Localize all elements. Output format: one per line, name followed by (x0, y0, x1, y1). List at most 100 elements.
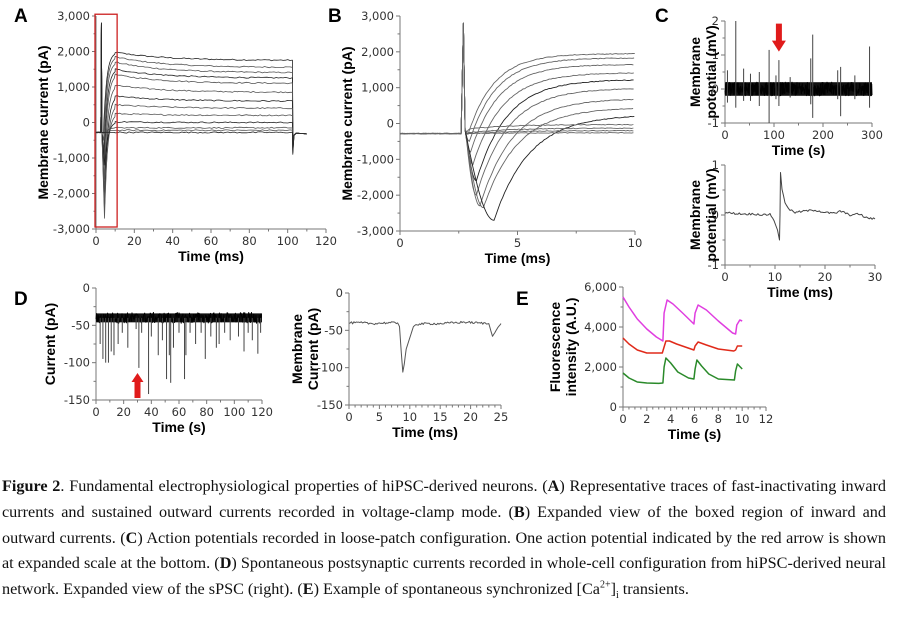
x-tick-label: 10 (735, 412, 750, 426)
x-tick-label: 40 (165, 234, 180, 248)
chart-panel-d-right: 0 5 10 15 20 25 -150 -100 -50 0 Time (ms) Membrane C… (289, 286, 508, 440)
x-tick-label: 300 (861, 128, 883, 142)
x-tick-label: 8 (715, 412, 722, 426)
y-tick-label: -1,000 (53, 151, 90, 165)
x-tick-label: 100 (763, 128, 785, 142)
y-tick-label: -1 (708, 116, 719, 130)
y-tick-label: -2,000 (53, 187, 90, 201)
current-trace (96, 22, 307, 209)
x-tick-label: 40 (144, 405, 159, 419)
x-tick-label: 10 (628, 236, 643, 250)
y-tick-label: 2 (712, 14, 719, 28)
caption-text: ) Representative traces of fast-inactiva… (2, 477, 887, 521)
y-tick-label: 2,000 (57, 45, 90, 59)
x-tick-label: 60 (204, 234, 219, 248)
current-trace (95, 22, 307, 205)
caption-text: ) Expanded view of the boxed region of i… (2, 502, 886, 547)
y-tick-label: -100 (64, 356, 90, 370)
x-tick-label: 0 (92, 234, 99, 248)
caption-text: ) Example of spontaneous synchronized [C… (313, 580, 600, 599)
y-tick-label: 1 (712, 48, 719, 62)
current-trace (95, 22, 307, 219)
y-axis-title: Current (pA) (42, 303, 58, 385)
x-tick-label: 10 (768, 270, 783, 284)
current-trace (95, 22, 307, 155)
caption-panel-ref: A (547, 477, 560, 495)
y-axis-title-line1: Membrane (289, 314, 305, 384)
y-tick-label: -150 (64, 393, 90, 407)
y-axis-title-line1: Membrane (687, 37, 703, 107)
caption-panel-ref: C (125, 528, 138, 547)
x-axis-title: Time (ms) (485, 250, 551, 266)
chart-panel-b: 0 5 10 -3,000 -2,000 -1,000 0 1,000 2,000 3,000 Ti… (328, 6, 642, 266)
y-tick-label: 0 (83, 281, 90, 295)
fluorescence-trace-red (622, 337, 743, 354)
y-tick-label: -150 (317, 398, 343, 412)
x-tick-label: 0 (619, 412, 626, 426)
current-trace (95, 22, 307, 136)
x-tick-label: 0 (396, 236, 403, 250)
caption-panel-ref: E (302, 580, 314, 599)
y-tick-label: 0 (387, 117, 394, 131)
x-tick-label: 12 (759, 412, 774, 426)
y-tick-label: 0 (83, 116, 90, 130)
current-trace (399, 22, 634, 135)
y-tick-label: -2,000 (357, 188, 394, 202)
current-trace (399, 22, 634, 135)
chart-panel-d-left: 0 20 40 60 80 100 120 -150 -100 -50 0 Time (s) Curre… (14, 281, 273, 435)
current-trace (95, 312, 262, 324)
x-tick-label: 20 (116, 405, 131, 419)
y-tick-label: 0 (712, 82, 719, 96)
panel-label: E (516, 289, 529, 310)
y-tick-label: -50 (324, 323, 343, 337)
x-tick-label: 200 (812, 128, 834, 142)
x-axis-title: Time (s) (772, 142, 825, 158)
x-tick-label: 0 (92, 405, 99, 419)
current-trace (95, 22, 307, 166)
caption-text: ] (610, 580, 616, 599)
x-tick-label: 0 (345, 410, 352, 424)
caption-body: . Fundamental electrophysiological prope… (2, 477, 887, 602)
x-tick-label: 6 (691, 412, 698, 426)
fluorescence-trace-magenta (622, 296, 743, 342)
caption-text: ) Spontaneous postsynaptic currents reco… (2, 554, 886, 599)
panel-label: B (328, 6, 342, 27)
y-tick-label: 4,000 (584, 320, 617, 334)
figure-2-panels: 0 20 40 60 80 100 120-3,000-2,000-1,00001,0002… (14, 6, 883, 442)
x-axis-title: Time (ms) (392, 424, 458, 440)
caption-subscript: i (615, 590, 619, 602)
panel-label: A (14, 6, 28, 27)
x-tick-label: 5 (376, 410, 383, 424)
x-tick-label: 20 (818, 270, 833, 284)
y-tick-label: 1 (712, 158, 719, 172)
current-trace (96, 22, 307, 180)
membrane-potential-trace (724, 81, 873, 97)
y-tick-label: -100 (317, 361, 343, 375)
y-axis-title-line2: potential (mV) (703, 25, 719, 118)
boxed-region-annotation (94, 13, 118, 228)
y-tick-label: -3,000 (53, 222, 90, 236)
y-tick-label: 2,000 (361, 45, 394, 59)
x-tick-label: 15 (433, 410, 448, 424)
y-tick-label: 1,000 (57, 80, 90, 94)
x-tick-label: 0 (721, 270, 728, 284)
y-tick-label: 2,000 (584, 360, 617, 374)
y-tick-label: -50 (71, 318, 90, 332)
x-tick-label: 80 (242, 234, 257, 248)
current-trace (399, 22, 634, 207)
caption-text: . Fundamental electrophysiological prope… (60, 477, 548, 495)
current-trace (399, 22, 634, 135)
current-trace (399, 22, 634, 166)
y-axis-title-line2: potential (mV) (703, 168, 719, 261)
panel-label: D (14, 289, 28, 310)
figure-caption: Figure 2. Fundamental electrophysiologic… (2, 474, 886, 603)
current-trace (399, 22, 635, 142)
x-tick-label: 5 (514, 236, 521, 250)
current-trace (399, 22, 635, 221)
x-tick-label: 25 (494, 410, 509, 424)
x-axis-title: Time (s) (668, 426, 721, 442)
y-tick-label: 0 (610, 400, 617, 414)
y-axis-title-line1: Membrane (687, 180, 703, 250)
